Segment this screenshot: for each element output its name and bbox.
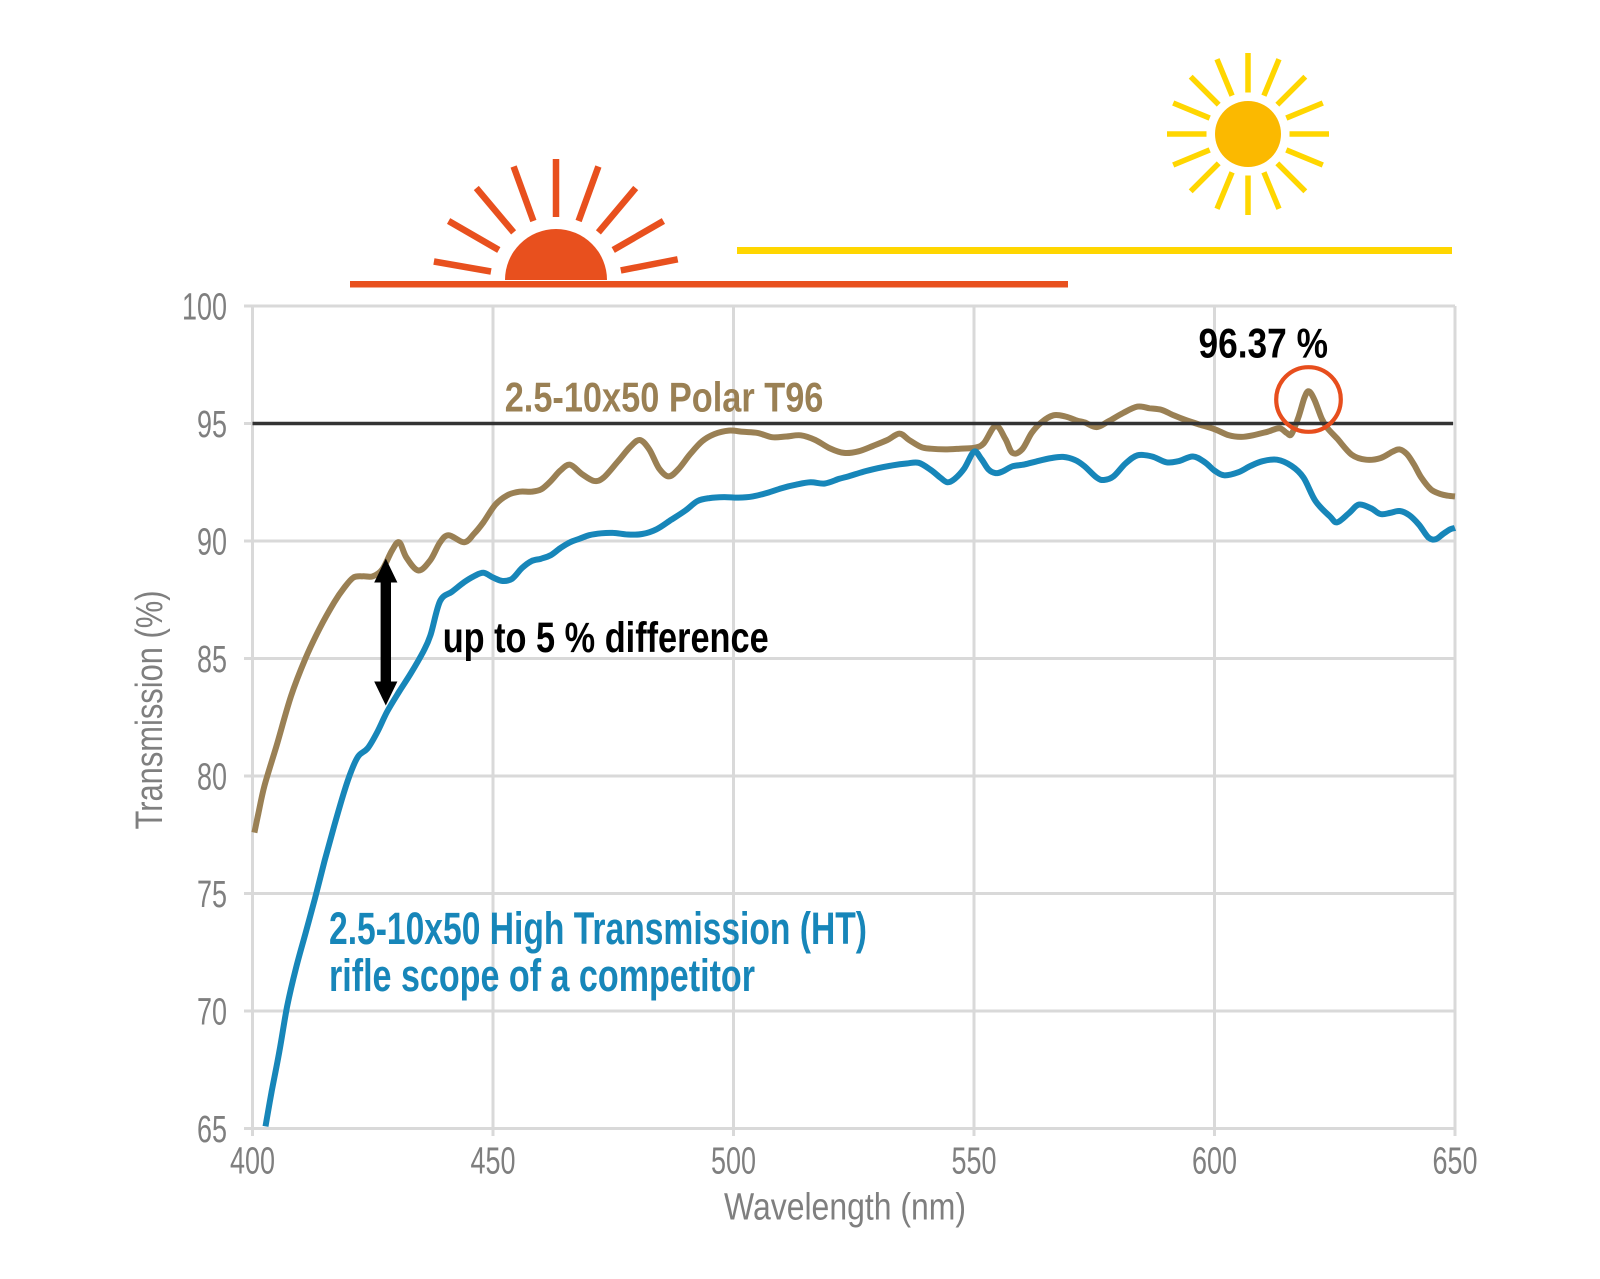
svg-text:600: 600 <box>1192 1141 1237 1183</box>
svg-text:rifle scope of a competitor: rifle scope of a competitor <box>329 950 755 1001</box>
svg-text:90: 90 <box>197 522 227 564</box>
svg-text:Transmission (%): Transmission (%) <box>129 591 171 830</box>
svg-text:75: 75 <box>197 874 227 916</box>
svg-text:550: 550 <box>952 1141 997 1183</box>
svg-text:95: 95 <box>197 404 227 446</box>
svg-text:Wavelength (nm): Wavelength (nm) <box>724 1187 966 1229</box>
svg-text:80: 80 <box>197 757 227 799</box>
svg-text:650: 650 <box>1433 1141 1478 1183</box>
svg-text:65: 65 <box>197 1109 227 1151</box>
svg-text:96.37 %: 96.37 % <box>1199 320 1329 367</box>
svg-text:500: 500 <box>711 1141 756 1183</box>
svg-text:2.5-10x50 High Transmission (H: 2.5-10x50 High Transmission (HT) <box>329 903 867 954</box>
svg-text:up to 5 % difference: up to 5 % difference <box>443 614 769 662</box>
svg-text:85: 85 <box>197 639 227 681</box>
svg-text:450: 450 <box>471 1141 516 1183</box>
svg-text:2.5-10x50 Polar T96: 2.5-10x50 Polar T96 <box>505 373 824 420</box>
svg-text:70: 70 <box>197 992 227 1034</box>
svg-text:100: 100 <box>182 287 227 329</box>
svg-text:400: 400 <box>230 1141 275 1183</box>
